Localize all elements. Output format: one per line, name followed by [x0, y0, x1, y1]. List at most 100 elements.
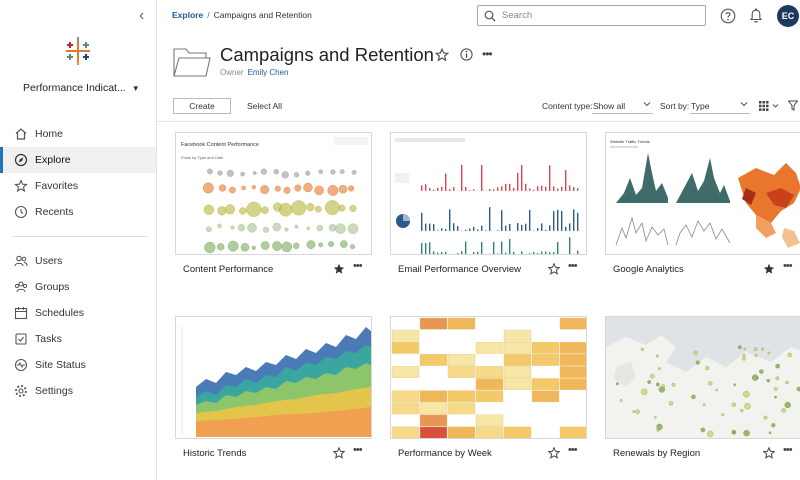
- bar-mark: [445, 173, 447, 191]
- bubble-mark: [247, 223, 257, 233]
- sort-by-dropdown[interactable]: Type: [690, 98, 750, 114]
- bar-mark: [573, 209, 575, 231]
- map-dot: [635, 409, 640, 415]
- nav-users[interactable]: Users: [0, 248, 156, 274]
- card-label[interactable]: Email Performance Overview: [398, 264, 522, 275]
- bubble-mark: [217, 223, 222, 229]
- thumbnail-performance-by-week[interactable]: [390, 316, 587, 439]
- heat-cell: [503, 426, 532, 438]
- more-actions-icon[interactable]: •••: [783, 260, 793, 272]
- favorite-star-icon[interactable]: [333, 447, 345, 459]
- breadcrumb-separator: /: [207, 10, 210, 20]
- bubble-mark: [225, 204, 236, 215]
- more-actions-icon[interactable]: •••: [568, 444, 578, 456]
- bubble-mark: [327, 185, 339, 196]
- more-actions-icon[interactable]: •••: [353, 444, 363, 456]
- chevron-down-icon: [643, 102, 651, 107]
- heat-cell: [447, 317, 476, 330]
- card-label[interactable]: Google Analytics: [613, 264, 684, 275]
- breadcrumb-explore[interactable]: Explore: [172, 10, 204, 20]
- search-input[interactable]: [502, 8, 698, 23]
- nav-settings[interactable]: Settings: [0, 378, 156, 404]
- favorite-star-icon[interactable]: [763, 447, 775, 459]
- card-label[interactable]: Renewals by Region: [613, 448, 701, 459]
- bar-mark: [481, 225, 483, 231]
- map-dot: [731, 402, 736, 407]
- thumbnail-renewals-by-region[interactable]: [605, 316, 800, 439]
- nav-home[interactable]: Home: [0, 121, 156, 147]
- map-dot: [766, 378, 771, 383]
- heat-cell: [503, 329, 532, 342]
- calendar-icon: [14, 307, 28, 320]
- site-selector[interactable]: Performance Indicat... ▼: [23, 80, 140, 96]
- favorite-filled-star-icon[interactable]: [763, 263, 775, 275]
- bar-mark: [465, 186, 467, 191]
- bar-mark: [561, 210, 563, 231]
- favorite-star-icon[interactable]: [435, 48, 449, 62]
- nav-explore[interactable]: Explore: [0, 147, 156, 173]
- bar-mark: [421, 243, 423, 254]
- home-icon: [15, 128, 27, 140]
- bar-mark: [481, 241, 483, 254]
- map-dot: [655, 354, 659, 358]
- owner-name-link[interactable]: Emily Chen: [247, 68, 289, 77]
- bar-mark: [545, 251, 547, 254]
- thumbnail-google-analytics[interactable]: Website Traffic Trends: [605, 132, 800, 255]
- more-actions-icon[interactable]: •••: [353, 260, 363, 272]
- card-label[interactable]: Content Performance: [183, 264, 274, 275]
- thumbnail-historic-trends[interactable]: [175, 316, 372, 439]
- more-actions-icon[interactable]: •••: [783, 444, 793, 456]
- map-dot: [775, 376, 780, 381]
- content-type-dropdown[interactable]: Show all: [592, 98, 653, 114]
- bar-mark: [509, 224, 511, 231]
- bubble-mark: [272, 222, 282, 232]
- map-dot: [768, 431, 772, 435]
- bar-mark: [521, 251, 523, 254]
- create-button[interactable]: Create: [173, 98, 231, 114]
- filter-icon[interactable]: [788, 100, 798, 111]
- map-dot: [708, 381, 713, 386]
- help-icon[interactable]: [720, 8, 736, 24]
- map-dot: [653, 416, 657, 419]
- bubble-mark: [291, 200, 307, 216]
- map-dot: [733, 383, 737, 387]
- heat-cell: [391, 402, 420, 415]
- bar-mark: [445, 251, 447, 254]
- collapse-sidebar-icon[interactable]: ‹: [139, 7, 145, 24]
- map-dot: [619, 399, 623, 403]
- card-label[interactable]: Historic Trends: [183, 448, 247, 459]
- map-dot: [721, 413, 725, 417]
- search-box[interactable]: [477, 5, 706, 26]
- nav-recents[interactable]: Recents: [0, 199, 156, 225]
- card-label[interactable]: Performance by Week: [398, 448, 492, 459]
- favorite-filled-star-icon[interactable]: [333, 263, 345, 275]
- select-all-button[interactable]: Select All: [247, 101, 282, 111]
- favorite-star-icon[interactable]: [548, 447, 560, 459]
- thumbnail-email-performance[interactable]: [390, 132, 587, 255]
- bar-mark: [557, 188, 559, 191]
- bar-mark: [453, 187, 455, 191]
- bubble-mark: [241, 185, 246, 191]
- bar-mark: [493, 189, 495, 191]
- top-bar: Explore/Campaigns and Retention EC: [157, 0, 800, 32]
- search-icon: [484, 10, 496, 22]
- bar-mark: [429, 188, 431, 191]
- nav-site-status[interactable]: Site Status: [0, 352, 156, 378]
- thumbnail-content-performance[interactable]: Facebook Content Performance Posts by Ty…: [175, 132, 372, 255]
- nav-schedules[interactable]: Schedules: [0, 300, 156, 326]
- bell-icon[interactable]: [748, 7, 764, 24]
- avatar[interactable]: EC: [777, 5, 799, 27]
- nav-tasks[interactable]: Tasks: [0, 326, 156, 352]
- map-dot: [731, 429, 737, 435]
- favorite-star-icon[interactable]: [548, 263, 560, 275]
- bar-mark: [465, 229, 467, 231]
- nav-favorites[interactable]: Favorites: [0, 173, 156, 199]
- heat-cell: [475, 378, 504, 391]
- info-icon[interactable]: [460, 48, 473, 61]
- grid-view-icon[interactable]: [758, 100, 780, 112]
- nav-groups[interactable]: Groups: [0, 274, 156, 300]
- more-actions-icon[interactable]: •••: [568, 260, 578, 272]
- more-actions-icon[interactable]: •••: [482, 47, 493, 61]
- map-dot: [744, 403, 751, 410]
- map-dot: [775, 363, 781, 369]
